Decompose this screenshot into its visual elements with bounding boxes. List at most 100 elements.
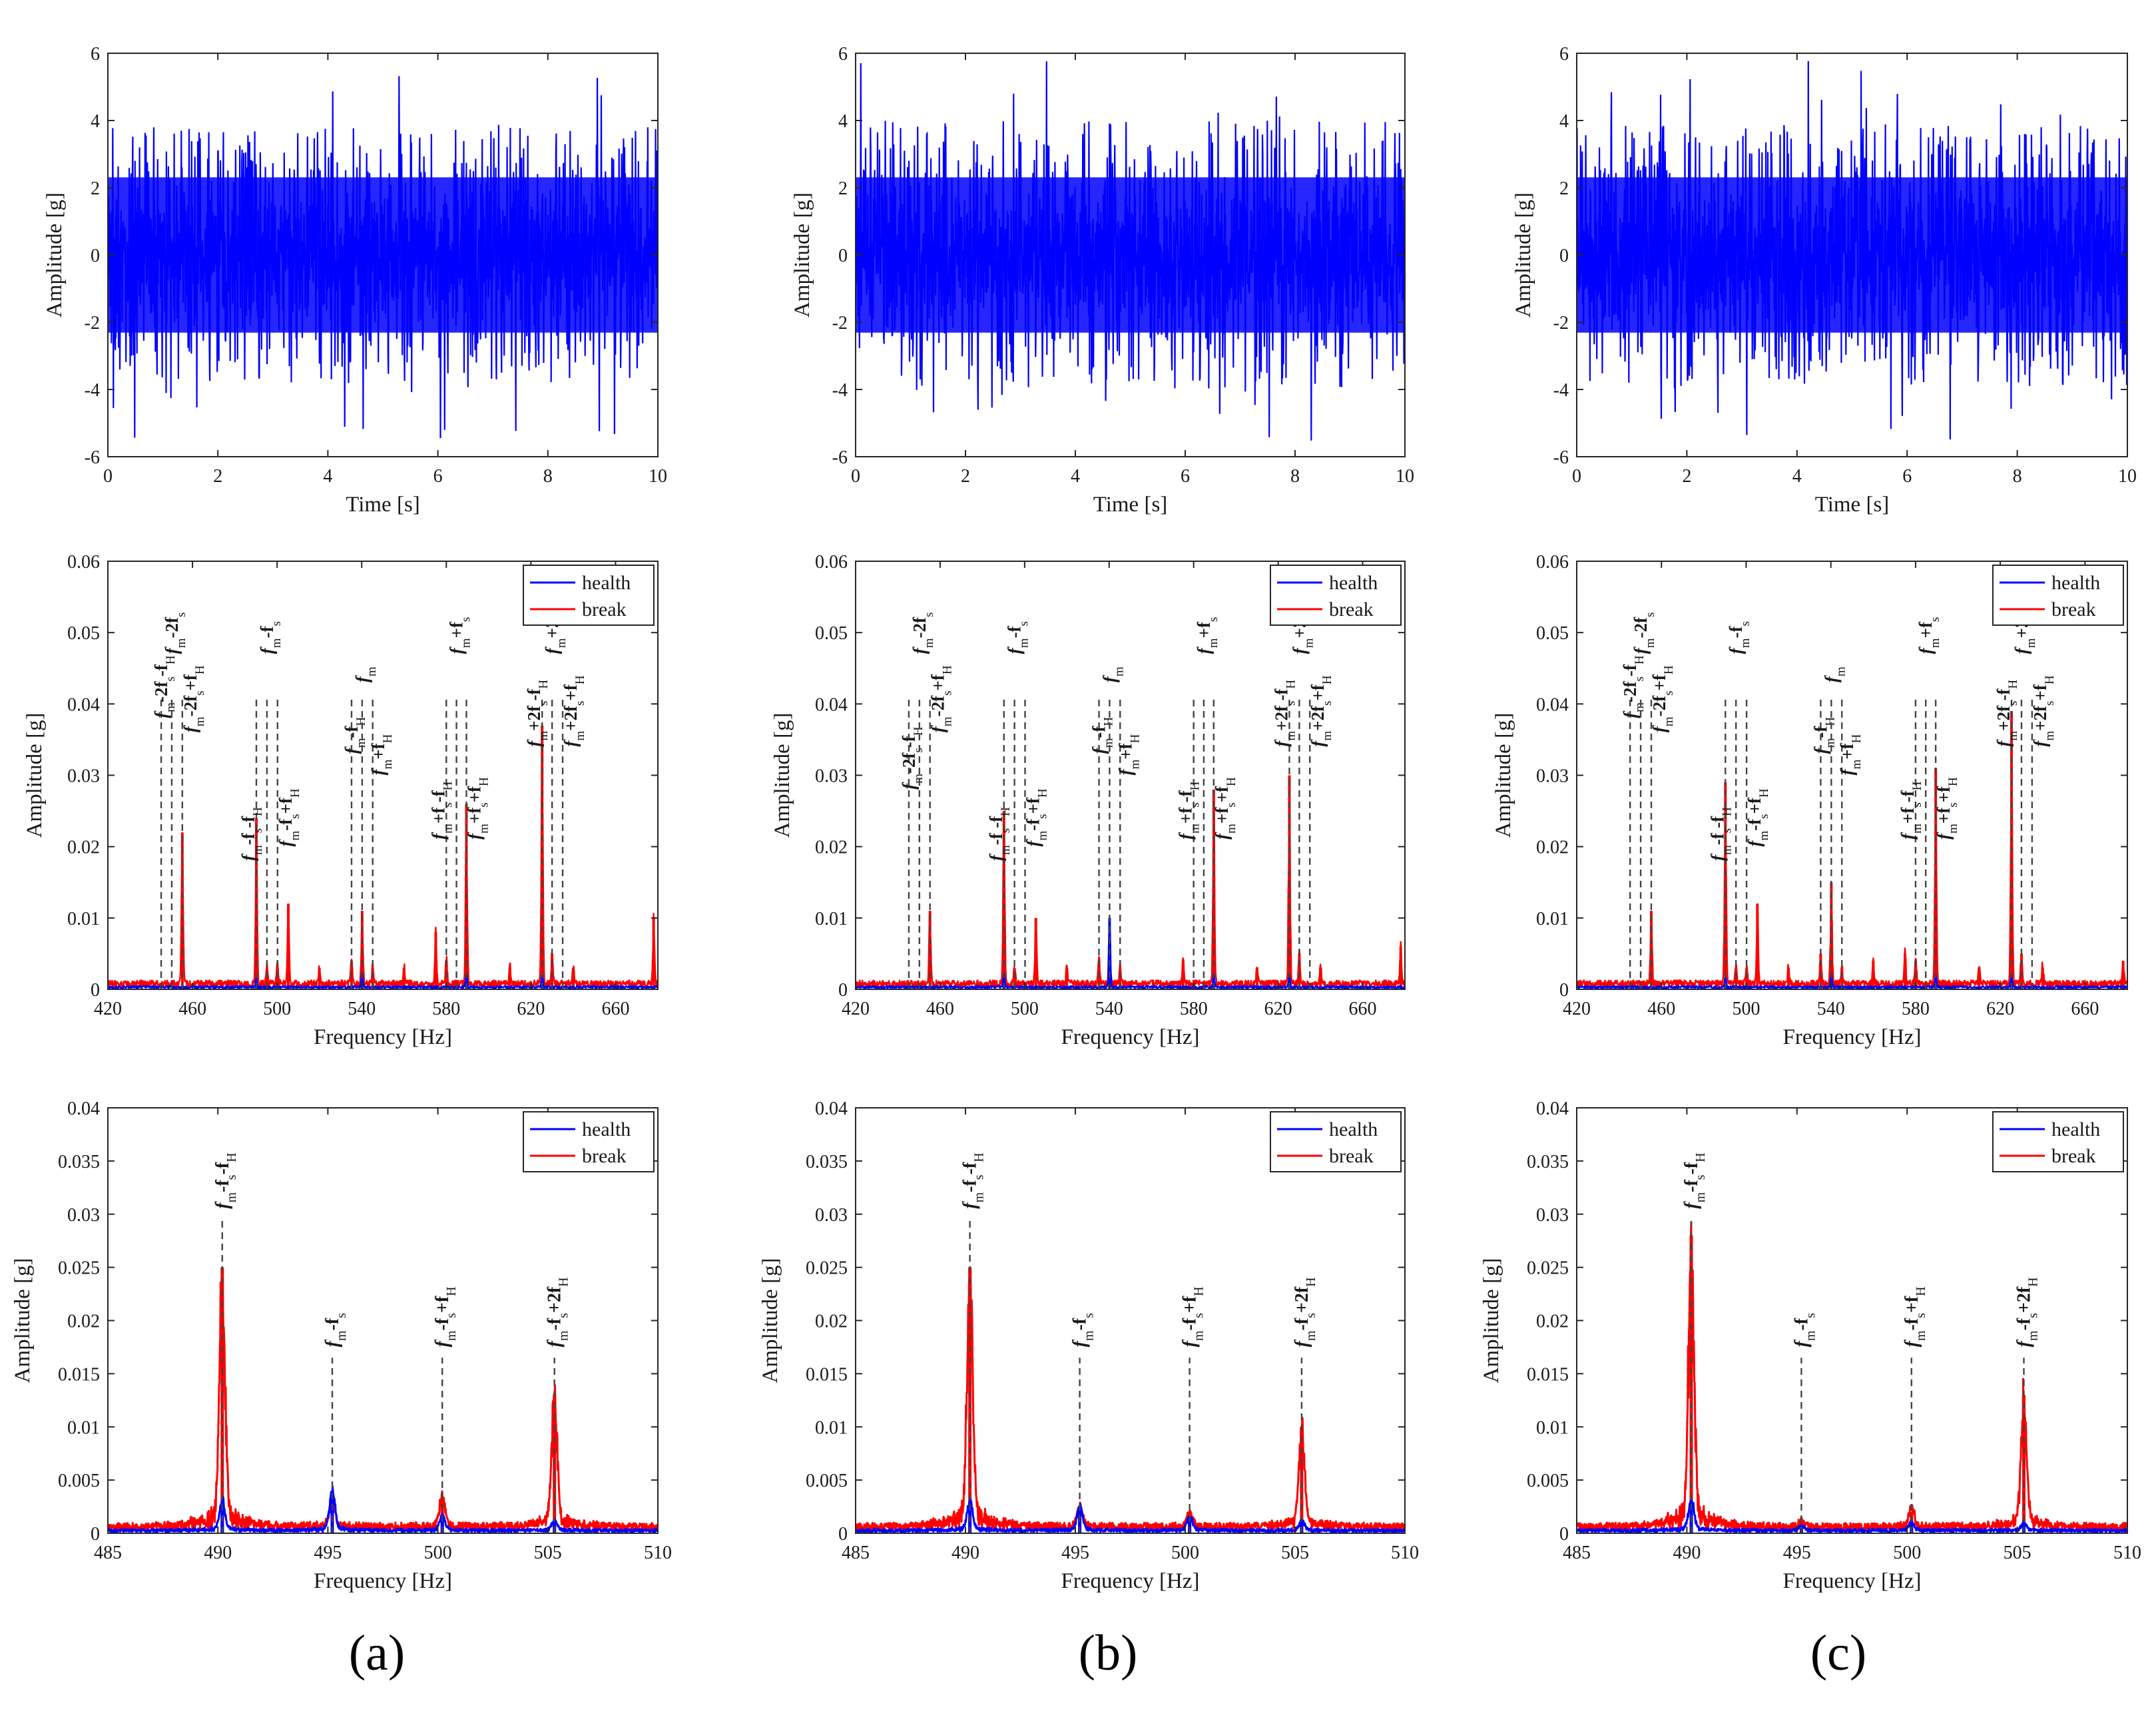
label-sub: m bbox=[477, 824, 491, 834]
x-axis-label: Frequency [Hz] bbox=[314, 1025, 452, 1049]
label-sub: H bbox=[1320, 675, 1334, 684]
label-sub: H bbox=[441, 781, 455, 790]
label-main: +2f bbox=[1308, 705, 1328, 731]
label-sub: m bbox=[1850, 760, 1864, 770]
guide-marker: fm-fs+fH bbox=[1180, 1286, 1207, 1533]
label-main: -2f bbox=[910, 616, 930, 638]
plot-area bbox=[108, 561, 658, 989]
y-tick-label: 0.03 bbox=[1536, 1205, 1569, 1226]
y-tick-label: 0.03 bbox=[67, 766, 100, 787]
label-sub: H bbox=[573, 675, 587, 684]
legend-label-health: health bbox=[1329, 1118, 1378, 1140]
label-sub: m bbox=[1693, 1192, 1708, 1202]
label-sub: m bbox=[251, 845, 265, 855]
label-main: +f bbox=[447, 621, 467, 638]
label-sub: m bbox=[1834, 666, 1848, 676]
label-main: f bbox=[212, 1201, 233, 1209]
label-sub: m bbox=[922, 638, 936, 648]
guide-marker: fm+fs+fH bbox=[1212, 696, 1238, 989]
label-sub: m bbox=[1910, 824, 1924, 834]
x-tick-label: 500 bbox=[1011, 999, 1039, 1019]
y-tick-label: 0.03 bbox=[1536, 766, 1569, 787]
guide-marker: fm-fs-fH bbox=[212, 1152, 239, 1533]
label-main: +f bbox=[180, 674, 200, 690]
y-tick-label: 0.005 bbox=[806, 1471, 848, 1491]
y-tick-label: 0.035 bbox=[58, 1152, 100, 1172]
label-sub: m bbox=[164, 702, 178, 712]
x-tick-label: 660 bbox=[1349, 999, 1377, 1019]
guide-label-text: fm-fs bbox=[1791, 1313, 1818, 1347]
label-main: +f bbox=[1898, 807, 1918, 824]
label-sub: H bbox=[1304, 1277, 1318, 1286]
x-tick-label: 6 bbox=[1181, 466, 1190, 487]
y-tick-label: 0.05 bbox=[815, 623, 848, 644]
y-tick-label: 0.035 bbox=[1527, 1152, 1569, 1172]
guide-label-text: fm-fH bbox=[342, 717, 368, 754]
label-sub: s bbox=[1284, 701, 1298, 706]
y-tick-label: 0.015 bbox=[806, 1364, 848, 1385]
label-sub: s bbox=[1803, 1313, 1818, 1318]
guide-marker: fm+2fs+fH bbox=[1308, 675, 1334, 989]
label-sub: s bbox=[922, 612, 936, 617]
label-sub: s bbox=[1757, 814, 1771, 818]
chart-b-time: 0 2 4 6 8 10 -6 -4 -2 0 2 4 6 Time [s] Amplitude [g] bbox=[790, 44, 1414, 517]
label-main: f bbox=[1902, 1339, 1922, 1347]
guide-marker: fm+2fs+fH bbox=[561, 675, 587, 989]
x-tick-label: 510 bbox=[1391, 1543, 1419, 1563]
guide-label-text: fm-fs+2fH bbox=[2014, 1277, 2041, 1347]
label-sub: m bbox=[557, 1330, 571, 1341]
x-tick-label: 460 bbox=[1647, 999, 1675, 1019]
x-tick-label: 540 bbox=[1817, 999, 1845, 1019]
label-main: -f bbox=[1726, 626, 1746, 638]
guide-marker: fm+fs+fH bbox=[1934, 696, 1960, 989]
label-sub: H bbox=[1661, 665, 1675, 674]
x-tick-label: 660 bbox=[2071, 999, 2099, 1019]
label-main: +f bbox=[928, 674, 948, 690]
label-sub: m bbox=[1928, 638, 1942, 648]
y-tick-label: 0.02 bbox=[67, 838, 100, 858]
label-main: +2f bbox=[524, 705, 544, 731]
chart-c-time: 0 2 4 6 8 10 -6 -4 -2 0 2 4 6 Time [s] Amplitude [g] bbox=[1511, 44, 2137, 517]
x-tick-label: 460 bbox=[926, 999, 954, 1019]
x-tick-label: 500 bbox=[424, 1543, 452, 1563]
series-health bbox=[1577, 1499, 2127, 1533]
x-tick-label: 420 bbox=[842, 999, 870, 1019]
label-sub: s bbox=[940, 691, 954, 696]
y-tick-label: 2 bbox=[838, 178, 848, 199]
x-axis-label: Frequency [Hz] bbox=[1061, 1025, 1200, 1049]
label-sub: H bbox=[1823, 717, 1837, 726]
y-tick-label: 0 bbox=[838, 980, 848, 1001]
plot-area bbox=[108, 1108, 658, 1533]
y-tick-label: 0.06 bbox=[1536, 552, 1569, 573]
label-sub: H bbox=[164, 655, 178, 664]
label-main: -f bbox=[1681, 1180, 1702, 1192]
guide-marker: fm+fs bbox=[1194, 617, 1220, 989]
y-axis-label: Amplitude [g] bbox=[43, 192, 67, 318]
x-axis-label: Time [s] bbox=[1093, 493, 1168, 517]
legend: health break bbox=[523, 1111, 655, 1172]
y-tick-label: 0.025 bbox=[58, 1258, 100, 1279]
guide-marker: fm-fs bbox=[1070, 1313, 1097, 1533]
label-main: -2f bbox=[1631, 616, 1651, 638]
label-sub: H bbox=[911, 726, 925, 736]
label-sub: H bbox=[1914, 1286, 1928, 1296]
y-axis-label: Amplitude [g] bbox=[11, 1258, 35, 1383]
label-sub: H bbox=[224, 1152, 239, 1162]
guide-marker: fm-2fs+fH bbox=[1649, 665, 1675, 989]
y-tick-label: 0.05 bbox=[1536, 623, 1569, 644]
guide-label-text: fm-2fs bbox=[1631, 612, 1657, 654]
label-main: -f bbox=[899, 735, 919, 748]
series-health bbox=[856, 917, 1405, 989]
label-main: -f bbox=[322, 1318, 343, 1330]
label-sub: s bbox=[1928, 617, 1942, 622]
y-tick-label: 0.03 bbox=[67, 1205, 100, 1226]
x-tick-label: 620 bbox=[1264, 999, 1292, 1019]
y-tick-label: 4 bbox=[838, 111, 848, 132]
label-sub: m bbox=[1757, 831, 1771, 841]
label-sub: m bbox=[1101, 738, 1115, 748]
guide-marker: fm+fs-fH bbox=[428, 696, 455, 989]
guide-marker: fm-2fs+fH bbox=[180, 665, 206, 989]
plot-area bbox=[1577, 561, 2127, 989]
